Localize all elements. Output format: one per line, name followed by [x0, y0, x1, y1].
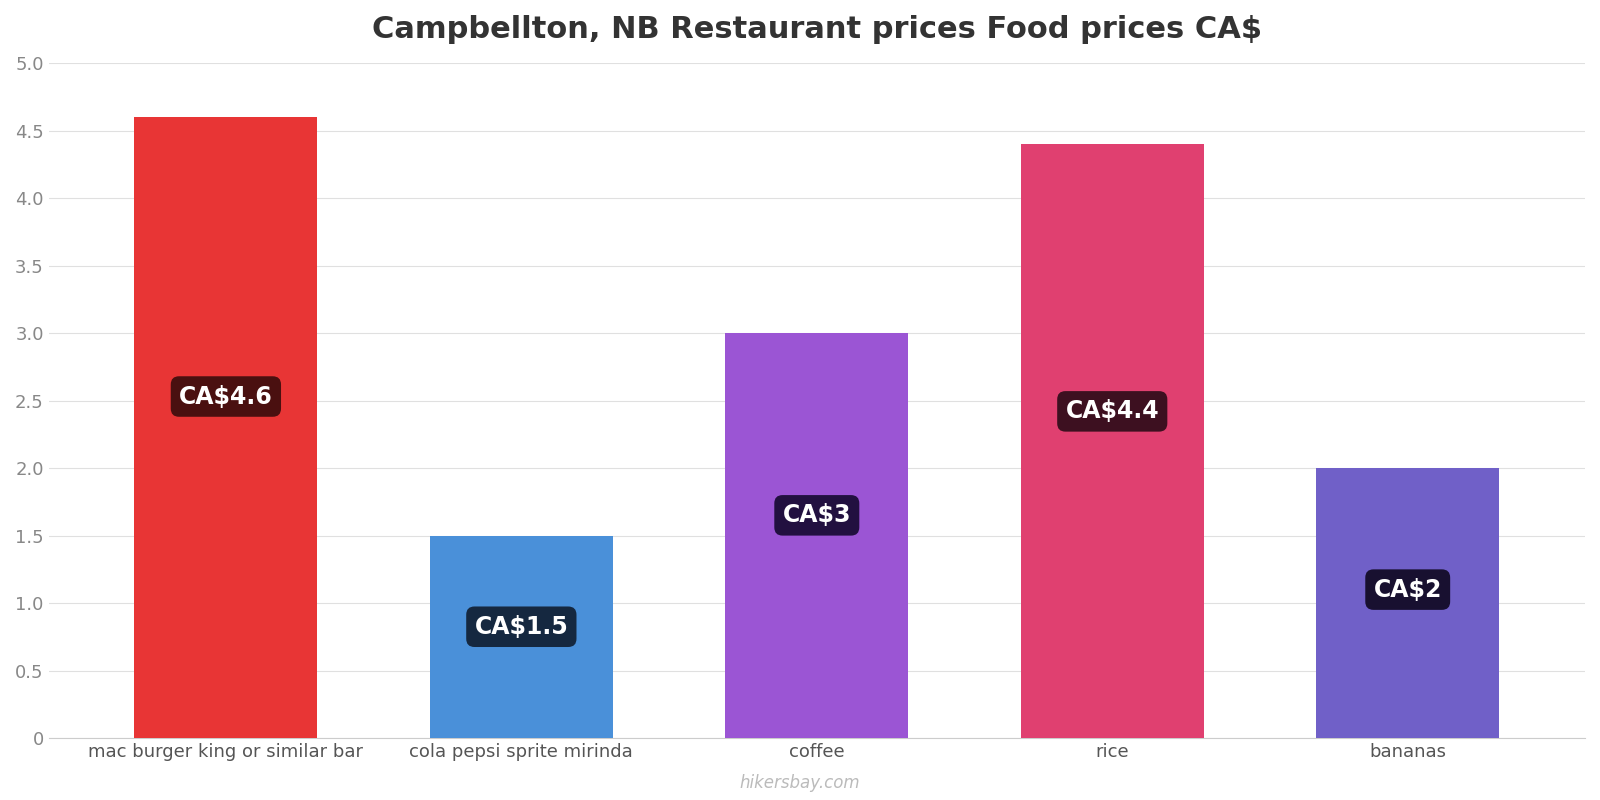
Bar	[1317, 468, 1499, 738]
Bar	[430, 535, 613, 738]
Text: CA$3: CA$3	[782, 503, 851, 527]
Text: CA$1.5: CA$1.5	[475, 614, 568, 638]
Text: hikersbay.com: hikersbay.com	[739, 774, 861, 792]
Bar	[725, 333, 909, 738]
Text: CA$4.4: CA$4.4	[1066, 399, 1158, 423]
Text: CA$2: CA$2	[1373, 578, 1442, 602]
Title: Campbellton, NB Restaurant prices Food prices CA$: Campbellton, NB Restaurant prices Food p…	[371, 15, 1262, 44]
Bar	[1021, 144, 1203, 738]
Bar	[134, 117, 317, 738]
Text: CA$4.6: CA$4.6	[179, 385, 272, 409]
